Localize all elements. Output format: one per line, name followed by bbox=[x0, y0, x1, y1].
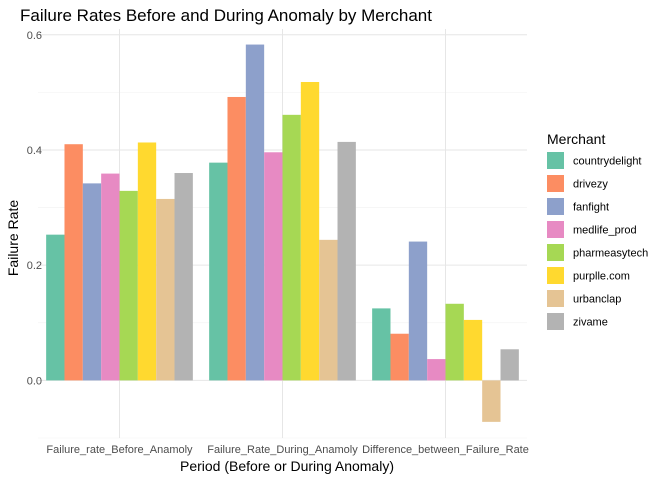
bar-countrydelight-1 bbox=[46, 234, 65, 381]
legend-key-pharmeasytech bbox=[547, 244, 564, 261]
y-axis-title: Failure Rate bbox=[5, 200, 21, 276]
legend-key-fanfight bbox=[547, 198, 564, 215]
y-tick-label: 0.2 bbox=[27, 260, 42, 272]
bar-fanfight-3 bbox=[408, 241, 428, 381]
bar-zivame-2 bbox=[337, 141, 356, 381]
bar-medlife-prod-1 bbox=[101, 173, 120, 381]
bar-drivezy-3 bbox=[390, 333, 409, 381]
legend-key-countrydelight bbox=[547, 152, 564, 169]
bars-group bbox=[46, 44, 519, 422]
bar-pharmeasytech-1 bbox=[119, 190, 138, 381]
bar-purplle-com-2 bbox=[300, 81, 320, 381]
bar-drivezy-2 bbox=[227, 96, 246, 381]
legend-key-purplle-com bbox=[547, 267, 564, 284]
bar-drivezy-1 bbox=[64, 144, 83, 381]
legend-label: countrydelight bbox=[573, 156, 642, 168]
bar-urbanclap-1 bbox=[156, 198, 175, 381]
y-tick-label: 0.0 bbox=[27, 375, 42, 387]
x-tick-label: Failure_rate_Before_Anamoly bbox=[46, 444, 193, 456]
x-axis-ticks: Failure_rate_Before_Anamoly Failure_Rate_… bbox=[46, 444, 528, 456]
bar-zivame-1 bbox=[174, 173, 193, 381]
legend-label: urbanclap bbox=[573, 294, 621, 306]
legend-label: zivame bbox=[573, 317, 608, 329]
bar-pharmeasytech-2 bbox=[282, 114, 301, 381]
x-tick-label: Difference_between_Failure_Rate bbox=[362, 444, 529, 456]
legend-label: fanfight bbox=[573, 202, 609, 214]
bar-medlife-prod-3 bbox=[427, 359, 446, 381]
y-axis-ticks: 0.0 0.2 0.4 0.6 bbox=[27, 30, 42, 388]
bar-fanfight-2 bbox=[245, 44, 265, 381]
legend-key-urbanclap bbox=[547, 290, 564, 307]
bar-zivame-3 bbox=[500, 349, 519, 381]
legend-key-zivame bbox=[547, 313, 564, 330]
bar-urbanclap-2 bbox=[319, 239, 338, 381]
bar-pharmeasytech-3 bbox=[445, 303, 464, 381]
bar-purplle-com-1 bbox=[137, 142, 157, 381]
legend-label: purplle.com bbox=[573, 271, 630, 283]
legend-label: pharmeasytech bbox=[573, 248, 648, 260]
bar-urbanclap-3 bbox=[482, 380, 501, 422]
legend: Merchant countrydelight drivezy fanfight me… bbox=[547, 131, 648, 330]
legend-key-drivezy bbox=[547, 175, 564, 192]
legend-items: countrydelight drivezy fanfight medlife_pro… bbox=[547, 152, 648, 330]
x-tick-label: Failure_Rate_During_Anamoly bbox=[207, 444, 358, 456]
legend-title: Merchant bbox=[547, 131, 605, 147]
bar-purplle-com-3 bbox=[463, 319, 483, 381]
bar-medlife-prod-2 bbox=[264, 152, 283, 381]
bar-countrydelight-2 bbox=[209, 162, 228, 381]
bar-countrydelight-3 bbox=[372, 308, 391, 381]
chart-title: Failure Rates Before and During Anomaly … bbox=[20, 6, 432, 25]
legend-label: drivezy bbox=[573, 179, 608, 191]
legend-key-medlife-prod bbox=[547, 221, 564, 238]
y-tick-label: 0.4 bbox=[27, 145, 42, 157]
bar-fanfight-1 bbox=[82, 183, 102, 381]
y-tick-label: 0.6 bbox=[27, 30, 42, 42]
x-axis-title: Period (Before or During Anomaly) bbox=[180, 458, 394, 474]
legend-label: medlife_prod bbox=[573, 225, 637, 237]
